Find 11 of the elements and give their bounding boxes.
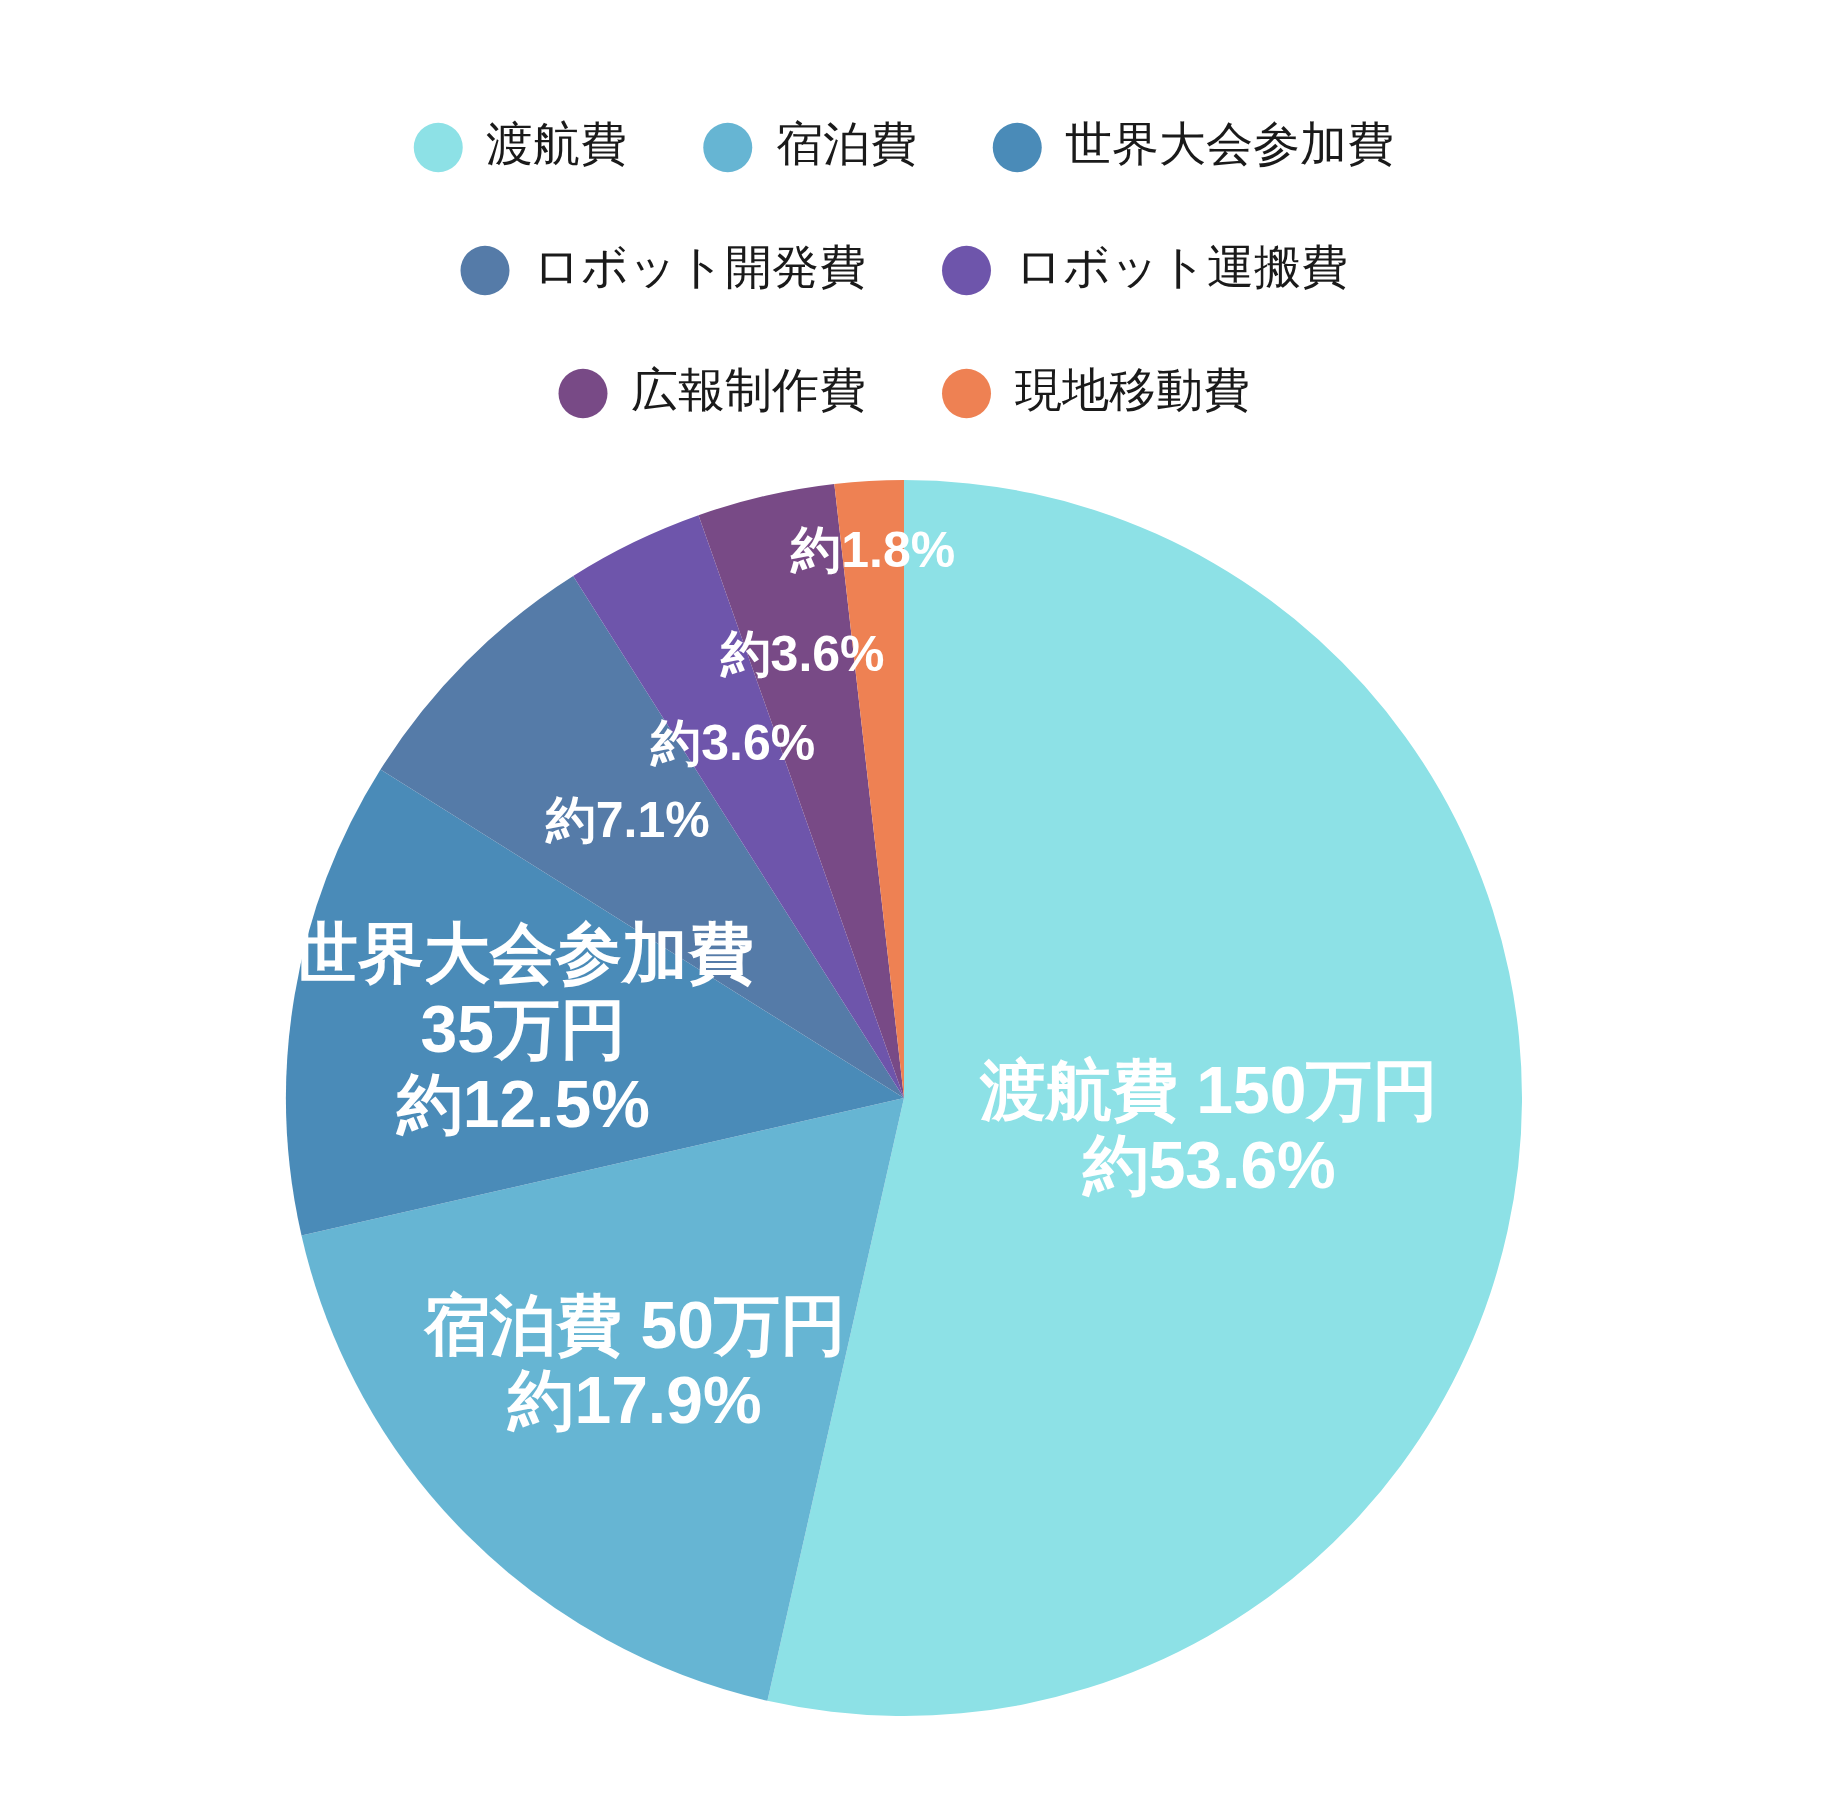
data-label: 宿泊費 50万円約17.9% [423, 1288, 846, 1438]
legend-label: ロボット開発費 [533, 240, 866, 294]
legend-label: 渡航費 [486, 117, 628, 171]
legend-label: ロボット運搬費 [1014, 240, 1348, 294]
legend-label: 宿泊費 [775, 117, 917, 171]
legend-label: 広報制作費 [631, 363, 866, 417]
legend-label: 世界大会参加費 [1065, 117, 1395, 171]
data-label: 約7.1% [544, 791, 710, 848]
data-label: 渡航費 150万円約53.6% [978, 1052, 1439, 1202]
data-label: 約3.6% [650, 715, 816, 772]
legend-label: 現地移動費 [1014, 363, 1250, 417]
